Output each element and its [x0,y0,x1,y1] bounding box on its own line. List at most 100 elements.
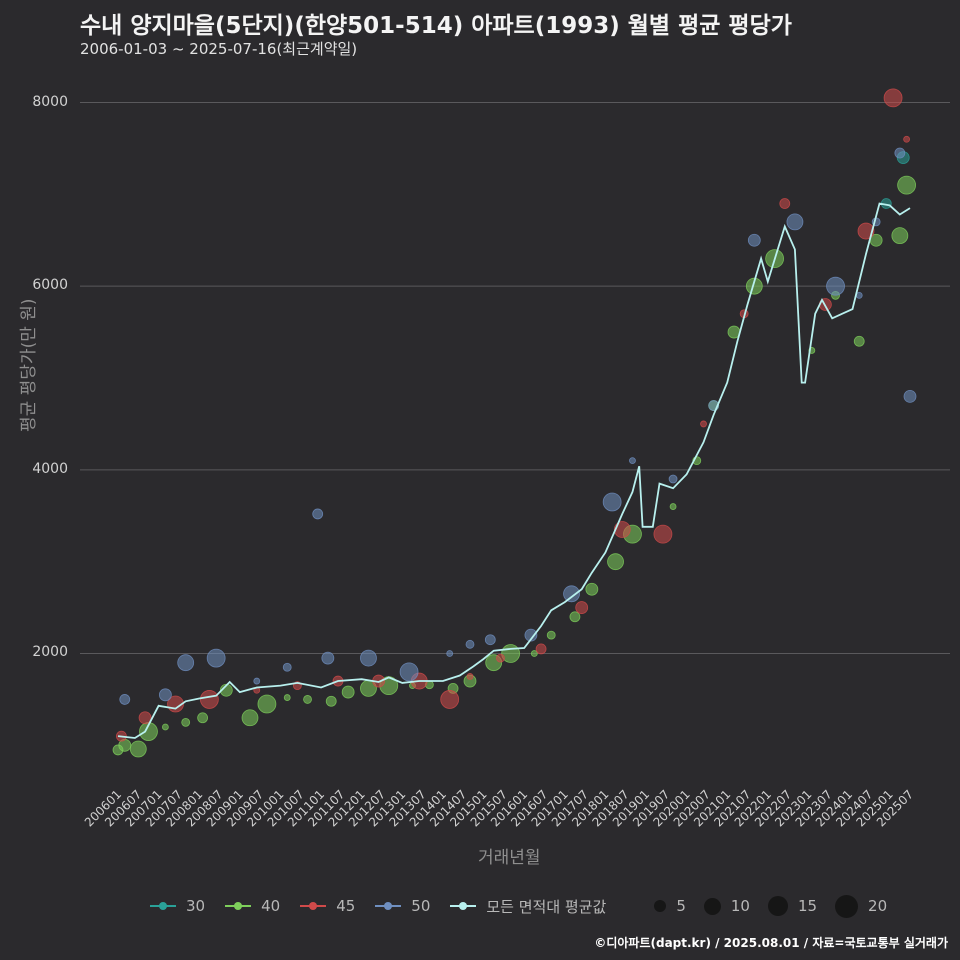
scatter-point-50 [894,147,906,159]
legend-label: 40 [261,897,281,915]
scatter-point-40 [546,630,556,640]
scatter-point-40 [161,723,169,731]
scatter-point-50 [826,276,845,296]
legend-label: 모든 면적대 평균값 [486,897,607,916]
scatter-point-45 [779,198,791,209]
scatter-point-40 [181,717,191,727]
source-footer: ©디아파트(dapt.kr) / 2025.08.01 / 자료=국토교통부 실… [594,936,948,950]
scatter-point-50 [321,651,335,665]
scatter-point-50 [312,508,324,520]
scatter-point-40 [257,694,277,714]
grid-lines [80,102,950,654]
scatter-point-40 [891,227,909,245]
scatter-points [112,88,917,758]
legend-swatch [225,902,252,910]
legend-size-10: 10 [703,897,750,915]
legend-size-5: 5 [654,897,686,915]
scatter-point-40 [325,695,337,707]
scatter-point-50 [360,649,377,667]
scatter-point-40 [853,335,865,347]
scatter-point-50 [524,628,538,642]
scatter-point-45 [466,673,474,680]
scatter-point-50 [206,648,226,668]
scatter-point-45 [199,690,219,709]
scatter-point-50 [484,634,496,646]
scatter-point-40 [303,695,312,704]
scatter-point-40 [569,611,581,623]
legend-size-15: 15 [767,896,818,916]
x-axis-label: 거래년월 [478,848,541,868]
scatter-point-40 [585,582,599,596]
size-dot [835,894,859,918]
scatter-point-50 [119,694,131,705]
y-tick-label: 6000 [32,277,68,293]
legend-label: 10 [730,897,750,915]
scatter-point-45 [903,135,911,143]
legend: 30 40 45 50 모든 면적대 평균값 5 10 15 20 [150,894,905,918]
legend-swatch [150,902,176,910]
scatter-point-40 [897,175,917,195]
scatter-point-45 [857,222,875,240]
legend-label: 50 [411,897,431,915]
legend-label: 5 [676,897,686,915]
scatter-point-50 [668,474,678,484]
scatter-point-45 [535,643,547,655]
scatter-point-50 [903,389,917,403]
chart-subtitle: 2006-01-03 ~ 2025-07-16(최근계약일) [80,40,358,58]
x-tick-labels: 2006012006072007012007072008012008072009… [82,787,916,829]
scatter-point-40 [669,503,677,510]
y-axis-label: 평균 평당가(만 원) [19,298,39,432]
scatter-point-50 [786,213,804,231]
scatter-point-50 [158,688,172,702]
scatter-point-50 [602,492,622,512]
scatter-point-45 [138,711,152,725]
y-tick-label: 2000 [32,644,68,660]
scatter-point-40 [283,694,291,701]
scatter-point-45 [883,88,903,108]
scatter-point-40 [129,740,147,758]
average-line [117,202,911,739]
scatter-point-45 [440,690,460,709]
scatter-point-50 [563,585,580,603]
legend-label: 20 [868,897,888,915]
legend-label: 45 [336,897,356,915]
scatter-point-50 [399,662,419,682]
legend-item-average: 모든 면적대 평균값 [450,896,606,917]
scatter-point-40 [341,685,355,699]
scatter-point-40 [530,650,538,657]
scatter-point-50 [465,639,475,649]
legend-item-50: 50 [375,897,430,915]
size-dot [767,896,788,916]
scatter-point-50 [629,457,636,465]
scatter-point-40 [241,709,259,727]
legend-item-30: 30 [150,897,205,915]
scatter-point-50 [177,654,195,672]
y-tick-label: 4000 [32,461,68,477]
legend-swatch [300,902,327,910]
scatter-point-45 [653,524,673,544]
size-dot [703,897,721,915]
legend-swatch [375,902,402,910]
chart-title: 수내 양지마을(5단지)(한양501-514) 아파트(1993) 월별 평균 … [80,13,792,39]
legend-size-20: 20 [835,894,888,918]
scatter-point-50 [747,233,761,247]
scatter-point-40 [197,712,209,724]
average-line-path [117,202,911,739]
scatter-point-45 [575,601,589,614]
legend-label: 15 [797,897,818,915]
legend-item-45: 45 [300,897,355,915]
scatter-point-45 [700,420,707,428]
scatter-point-45 [613,521,631,538]
scatter-point-40 [745,277,763,295]
scatter-point-50 [253,677,261,685]
y-tick-label: 8000 [32,94,68,110]
scatter-point-40 [607,553,624,571]
scatter-point-45 [496,653,505,663]
legend-item-40: 40 [225,897,280,915]
scatter-point-50 [446,650,454,657]
size-dot [654,900,667,912]
scatter-point-50 [282,662,292,672]
legend-label: 30 [186,897,206,915]
legend-swatch [450,902,477,910]
